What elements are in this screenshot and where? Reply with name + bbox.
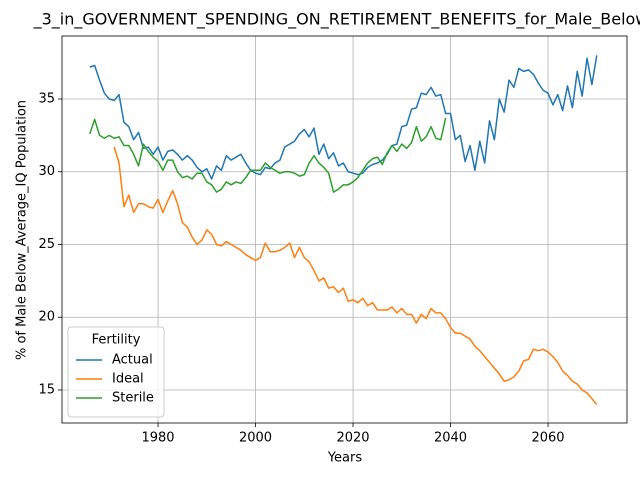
legend-label: Ideal [112,372,144,387]
x-tick-label: 2020 [336,431,369,446]
data-line [113,146,598,406]
x-tick-label: 2000 [239,431,272,446]
legend-title: Fertility [92,333,141,348]
plot-frame [61,35,628,424]
data-line [89,55,598,180]
y-tick-label: 25 [38,237,55,252]
data-line [89,117,447,193]
x-tick-label: 2060 [531,431,564,446]
legend-box [67,326,165,418]
y-tick-label: 35 [38,91,55,106]
y-tick-label: 30 [38,164,55,179]
x-tick-label: 1980 [141,431,174,446]
y-tick-label: 20 [38,310,55,325]
legend-label: Actual [112,353,153,368]
y-tick-label: 15 [38,382,55,397]
legend-label: Sterile [112,391,154,406]
y-axis-label: % of Male Below_Average_IQ Population [15,100,30,360]
x-axis-label: Years [327,451,363,466]
x-tick-label: 2040 [434,431,467,446]
chart-title: _3_in_GOVERNMENT_SPENDING_ON_RETIREMENT_… [33,10,640,30]
